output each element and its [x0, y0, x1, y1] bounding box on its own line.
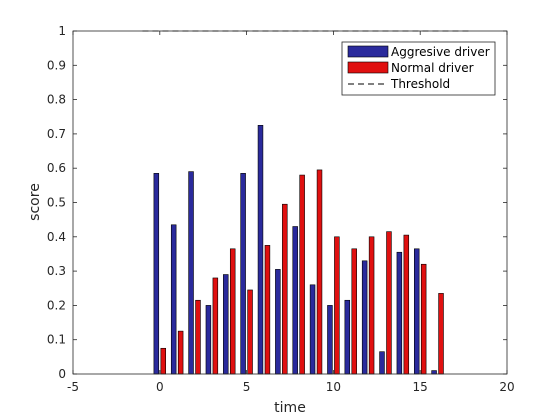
bar-normal-3: [212, 277, 219, 375]
bar-normal-9: [316, 169, 323, 375]
bar-normal-16: [438, 293, 444, 375]
bar-normal-11: [351, 248, 357, 375]
legend-item-threshold-label: Threshold: [390, 77, 450, 91]
y-tick-label: 0.2: [47, 298, 66, 312]
bar-normal-13: [386, 231, 392, 375]
y-tick-label: 0.7: [47, 127, 66, 141]
y-axis-title: score: [27, 183, 43, 221]
x-axis-title: time: [274, 400, 306, 416]
bar-aggressive-11: [344, 299, 351, 375]
bar-aggressive-2: [188, 171, 194, 375]
bar-aggressive-1: [170, 224, 177, 375]
x-tick-label: 0: [156, 380, 164, 394]
y-tick-label: 1: [58, 24, 66, 38]
y-tick-label: 0.6: [47, 161, 66, 175]
bar-aggressive-5: [240, 173, 246, 375]
bar-aggressive-7: [275, 269, 281, 375]
bar-aggressive-12: [361, 260, 368, 375]
y-tick-label: 0.4: [47, 230, 66, 244]
bar-aggressive-14: [396, 251, 403, 375]
legend-item-aggressive-label: Aggresive driver: [391, 45, 490, 59]
bar-normal-2: [195, 299, 201, 375]
bar-aggressive-6: [257, 125, 264, 375]
bar-normal-7: [282, 203, 288, 375]
y-tick-label: 0.8: [47, 93, 66, 107]
y-tick-label: 0.1: [47, 333, 66, 347]
bar-normal-10: [334, 236, 340, 375]
bar-normal-1: [177, 330, 184, 375]
bar-aggressive-4: [223, 274, 229, 375]
y-tick-label: 0: [58, 367, 66, 381]
bar-aggressive-0: [153, 173, 160, 375]
legend: Aggresive driver Normal driver Threshold: [341, 41, 496, 96]
bar-aggressive-16: [431, 370, 437, 375]
legend-item-normal-label: Normal driver: [391, 61, 474, 75]
bar-aggressive-13: [379, 351, 385, 375]
bar-normal-15: [420, 263, 427, 375]
x-tick-label: 5: [243, 380, 251, 394]
bar-normal-5: [247, 289, 253, 375]
bar-aggressive-3: [205, 305, 212, 375]
y-tick-label: 0.3: [47, 264, 66, 278]
x-tick-label: 15: [413, 380, 428, 394]
bar-aggressive-8: [292, 226, 298, 375]
bar-normal-12: [368, 236, 375, 375]
bar-aggressive-10: [327, 305, 333, 375]
bar-normal-0: [160, 347, 167, 375]
bar-aggressive-15: [413, 248, 420, 375]
x-tick-label: 10: [326, 380, 341, 394]
legend-item-normal-swatch: [347, 61, 389, 74]
bar-aggressive-9: [309, 284, 316, 375]
x-tick-label: 20: [499, 380, 514, 394]
bar-normal-4: [229, 248, 236, 375]
bar-normal-8: [299, 174, 305, 375]
bar-normal-6: [264, 245, 271, 375]
y-tick-label: 0.5: [47, 196, 66, 210]
bar-normal-14: [403, 234, 410, 375]
legend-item-aggressive-swatch: [347, 45, 389, 58]
y-tick-label: 0.9: [47, 58, 66, 72]
x-tick-label: -5: [67, 380, 79, 394]
